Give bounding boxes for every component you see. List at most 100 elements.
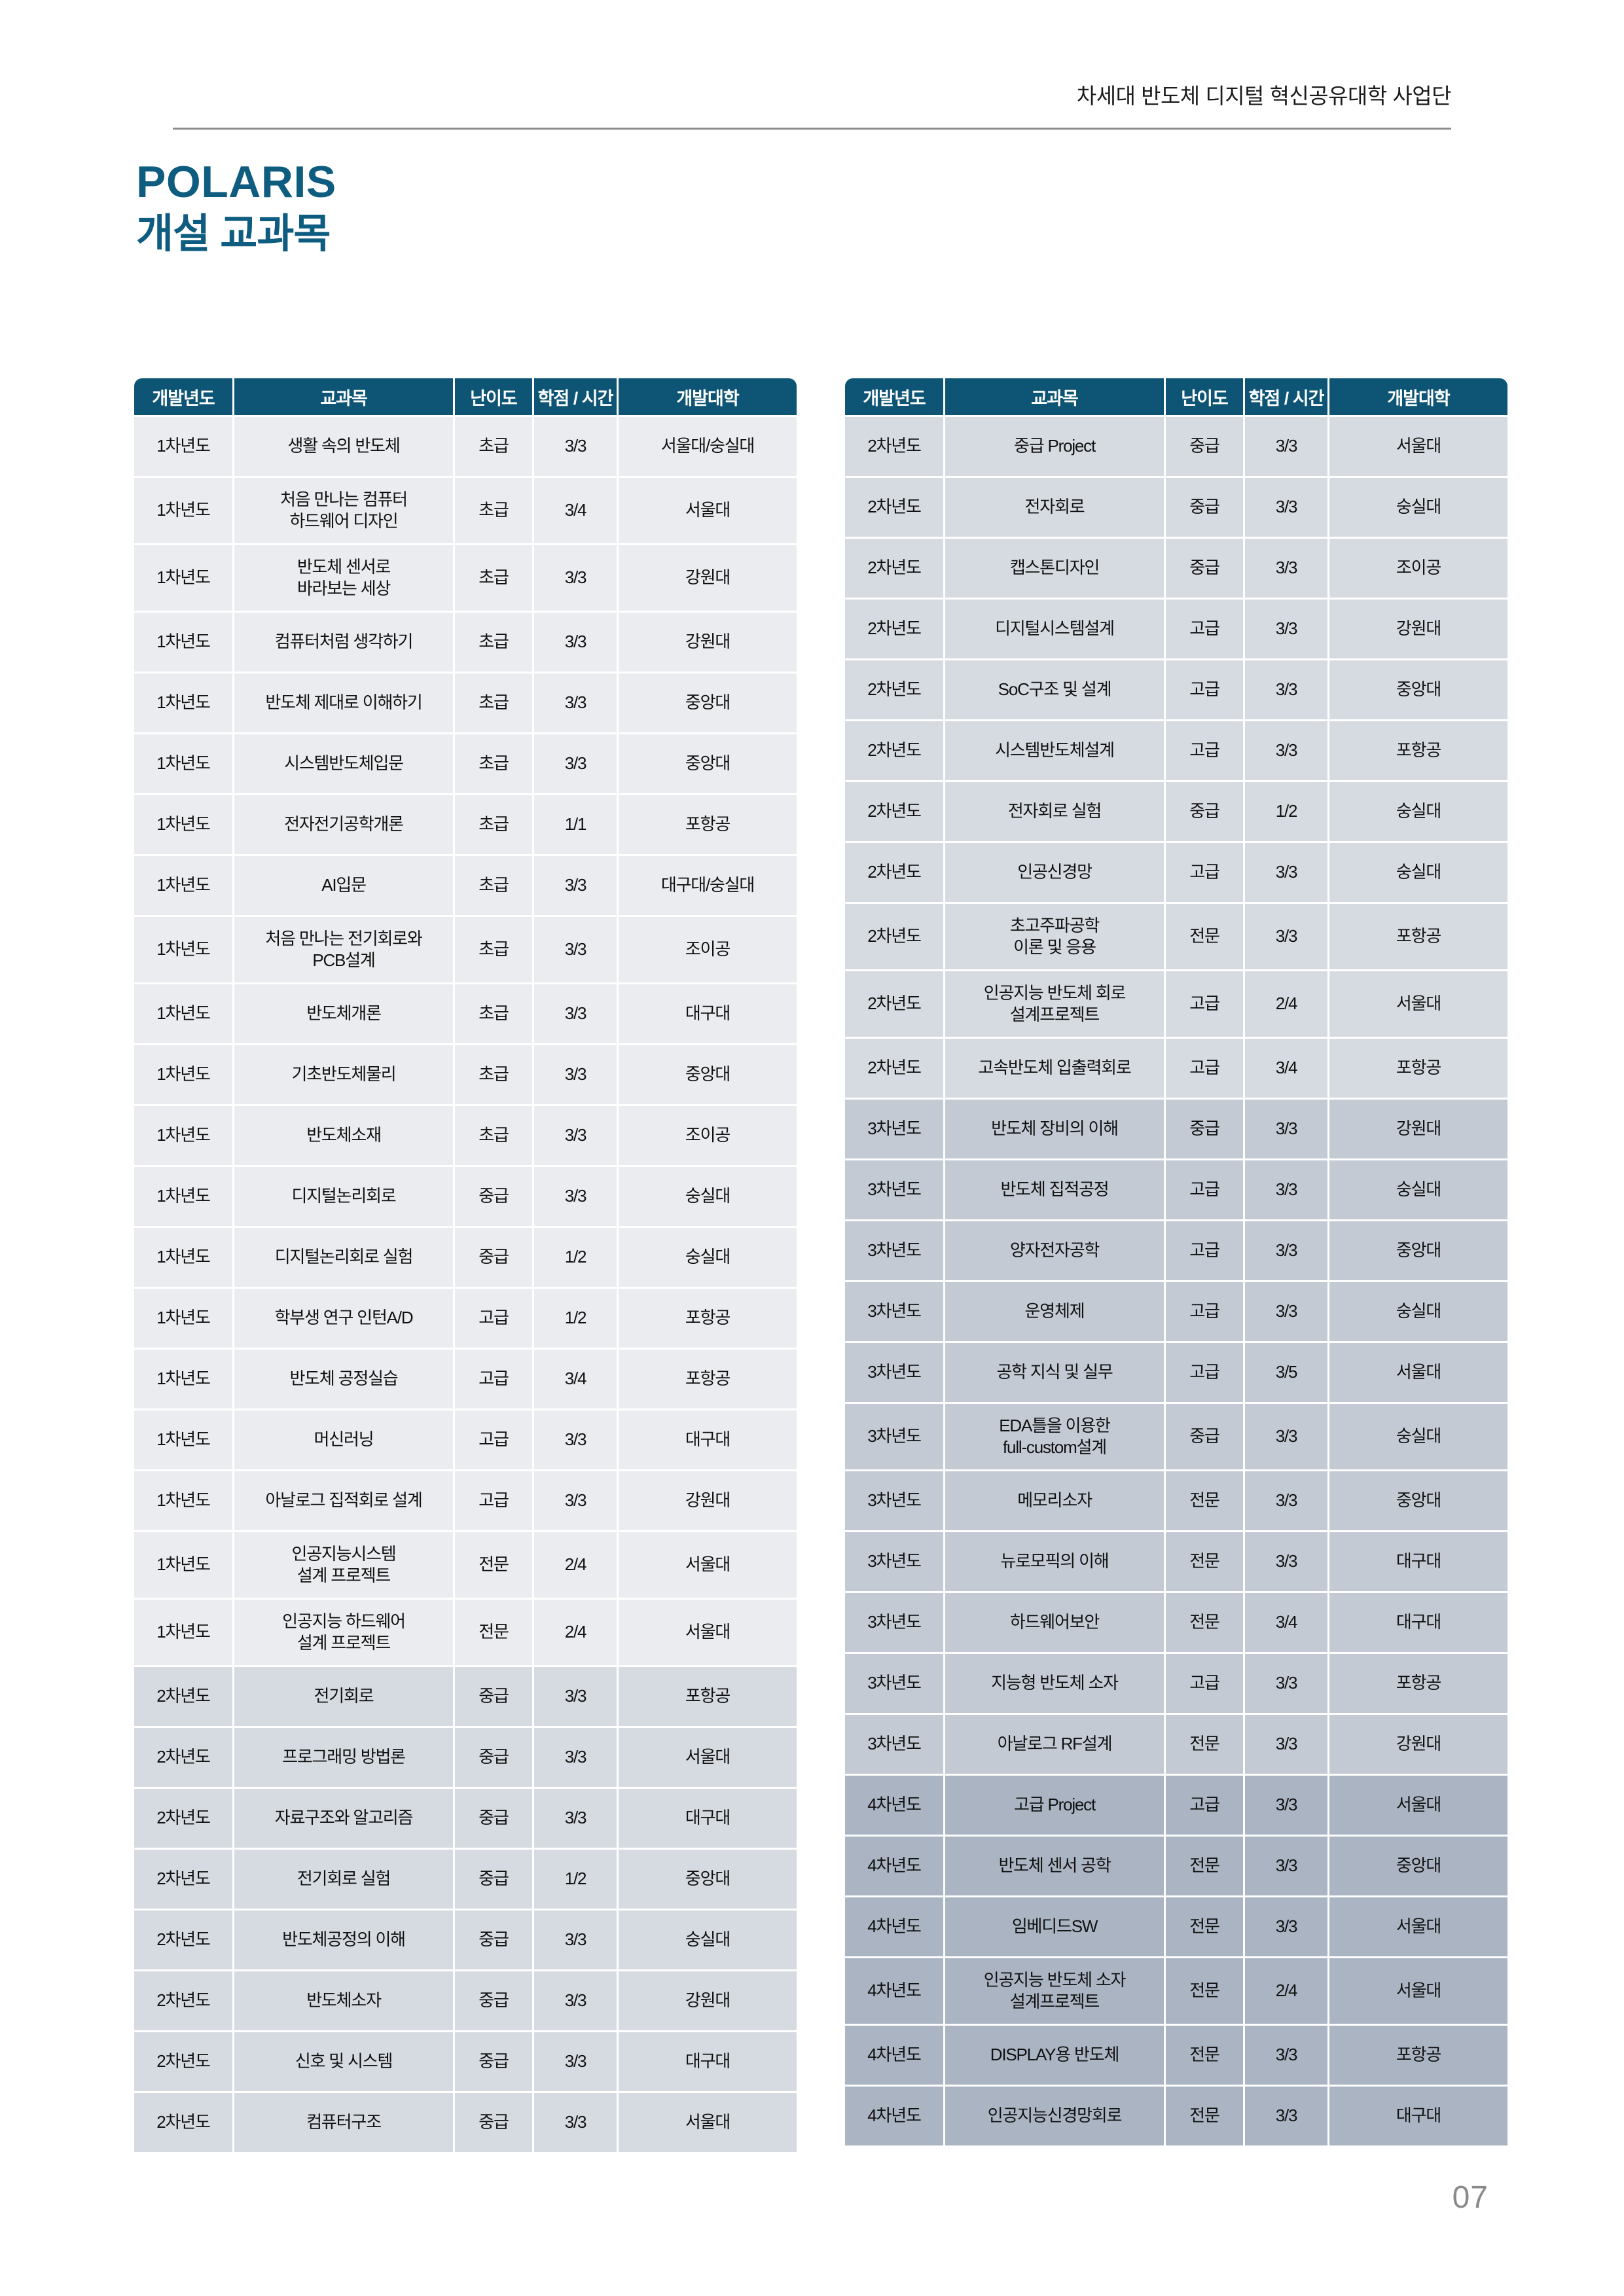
cell-subject: 뉴로모픽의 이해 <box>945 1532 1164 1591</box>
table-row: 2차년도 시스템반도체설계 고급 3/3 포항공 <box>845 721 1507 780</box>
column-header-univ: 개발대학 <box>619 378 797 415</box>
cell-credit: 3/3 <box>1245 1654 1327 1713</box>
cell-credit: 3/4 <box>534 1350 617 1408</box>
cell-year: 1차년도 <box>134 795 232 854</box>
cell-level: 초급 <box>455 984 532 1043</box>
cell-university: 조이공 <box>619 1106 797 1165</box>
cell-university: 포항공 <box>619 795 797 854</box>
cell-year: 1차년도 <box>134 1289 232 1348</box>
cell-level: 전문 <box>1166 1837 1243 1895</box>
cell-university: 숭실대 <box>1329 478 1507 537</box>
cell-subject: 시스템반도체설계 <box>945 721 1164 780</box>
cell-subject: 반도체소재 <box>234 1106 453 1165</box>
cell-level: 전문 <box>455 1600 532 1665</box>
cell-subject: 인공지능 반도체 회로 설계프로젝트 <box>945 971 1164 1037</box>
header-divider <box>173 128 1451 130</box>
cell-year: 1차년도 <box>134 1350 232 1408</box>
cell-year: 1차년도 <box>134 1167 232 1226</box>
table-row: 3차년도 양자전자공학 고급 3/3 중앙대 <box>845 1221 1507 1280</box>
column-header-subject: 교과목 <box>945 378 1164 415</box>
cell-level: 고급 <box>455 1289 532 1348</box>
cell-university: 숭실대 <box>1329 843 1507 902</box>
cell-year: 1차년도 <box>134 856 232 915</box>
cell-credit: 3/3 <box>534 613 617 672</box>
cell-year: 3차년도 <box>845 1715 943 1774</box>
cell-subject: 운영체제 <box>945 1282 1164 1341</box>
table-header-left: 개발년도 교과목 난이도 학점 / 시간 개발대학 <box>134 378 797 415</box>
cell-university: 포항공 <box>619 1667 797 1726</box>
cell-level: 초급 <box>455 417 532 476</box>
table-body-right: 2차년도 중급 Project 중급 3/3 서울대 2차년도 전자회로 중급 3/3 숭실대 2차… <box>845 417 1507 2145</box>
cell-level: 초급 <box>455 795 532 854</box>
cell-credit: 3/3 <box>534 1910 617 1969</box>
cell-level: 중급 <box>1166 478 1243 537</box>
cell-subject: 반도체 장비의 이해 <box>945 1100 1164 1158</box>
cell-subject: 반도체공정의 이해 <box>234 1910 453 1969</box>
table-row: 2차년도 중급 Project 중급 3/3 서울대 <box>845 417 1507 476</box>
cell-subject: 처음 만나는 컴퓨터 하드웨어 디자인 <box>234 478 453 543</box>
column-header-subject: 교과목 <box>234 378 453 415</box>
cell-university: 포항공 <box>1329 1039 1507 1098</box>
cell-subject: 아날로그 집적회로 설계 <box>234 1471 453 1530</box>
cell-subject: 임베디드SW <box>945 1897 1164 1956</box>
cell-subject: 인공지능 반도체 소자 설계프로젝트 <box>945 1958 1164 2024</box>
cell-credit: 3/3 <box>1245 600 1327 658</box>
cell-year: 3차년도 <box>845 1593 943 1652</box>
cell-level: 전문 <box>1166 1715 1243 1774</box>
cell-year: 3차년도 <box>845 1282 943 1341</box>
cell-university: 포항공 <box>1329 721 1507 780</box>
cell-subject: EDA틀을 이용한 full-custom설계 <box>945 1404 1164 1469</box>
table-row: 4차년도 DISPLAY용 반도체 전문 3/3 포항공 <box>845 2026 1507 2085</box>
cell-level: 중급 <box>455 1167 532 1226</box>
cell-level: 전문 <box>1166 2026 1243 2085</box>
cell-subject: 학부생 연구 인턴A/D <box>234 1289 453 1348</box>
column-header-year: 개발년도 <box>845 378 943 415</box>
cell-university: 서울대 <box>1329 1897 1507 1956</box>
table-row: 2차년도 전자회로 중급 3/3 숭실대 <box>845 478 1507 537</box>
cell-credit: 3/3 <box>1245 539 1327 598</box>
cell-subject: 인공지능시스템 설계 프로젝트 <box>234 1532 453 1598</box>
cell-level: 고급 <box>1166 1776 1243 1835</box>
cell-level: 전문 <box>1166 1471 1243 1530</box>
column-header-year: 개발년도 <box>134 378 232 415</box>
cell-credit: 3/4 <box>1245 1593 1327 1652</box>
cell-level: 중급 <box>455 1971 532 2030</box>
cell-subject: 인공신경망 <box>945 843 1164 902</box>
cell-credit: 3/3 <box>1245 417 1327 476</box>
cell-subject: 하드웨어보안 <box>945 1593 1164 1652</box>
header-row: 개발년도 교과목 난이도 학점 / 시간 개발대학 <box>134 378 797 415</box>
cell-subject: 아날로그 RF설계 <box>945 1715 1164 1774</box>
cell-credit: 3/3 <box>1245 1221 1327 1280</box>
cell-subject: 지능형 반도체 소자 <box>945 1654 1164 1713</box>
cell-year: 2차년도 <box>134 1971 232 2030</box>
cell-level: 중급 <box>1166 1404 1243 1469</box>
column-header-level: 난이도 <box>455 378 532 415</box>
cell-credit: 3/4 <box>534 478 617 543</box>
table-row: 4차년도 반도체 센서 공학 전문 3/3 중앙대 <box>845 1837 1507 1895</box>
cell-level: 초급 <box>455 1106 532 1165</box>
cell-university: 포항공 <box>619 1350 797 1408</box>
cell-university: 강원대 <box>1329 1100 1507 1158</box>
cell-university: 서울대 <box>1329 417 1507 476</box>
cell-level: 고급 <box>1166 660 1243 719</box>
column-header-credit: 학점 / 시간 <box>1245 378 1327 415</box>
cell-level: 중급 <box>1166 539 1243 598</box>
cell-year: 4차년도 <box>845 1958 943 2024</box>
cell-subject: SoC구조 및 설계 <box>945 660 1164 719</box>
cell-level: 전문 <box>1166 1897 1243 1956</box>
cell-level: 초급 <box>455 478 532 543</box>
cell-university: 숭실대 <box>619 1167 797 1226</box>
cell-level: 중급 <box>1166 417 1243 476</box>
cell-credit: 3/3 <box>1245 904 1327 969</box>
cell-year: 2차년도 <box>845 660 943 719</box>
cell-credit: 3/3 <box>534 2093 617 2152</box>
cell-year: 1차년도 <box>134 478 232 543</box>
cell-credit: 1/2 <box>534 1850 617 1909</box>
cell-subject: 머신러닝 <box>234 1410 453 1469</box>
cell-university: 중앙대 <box>1329 1471 1507 1530</box>
cell-subject: 메모리소자 <box>945 1471 1164 1530</box>
table-row: 2차년도 고속반도체 입출력회로 고급 3/4 포항공 <box>845 1039 1507 1098</box>
cell-university: 서울대 <box>1329 1343 1507 1402</box>
cell-subject: 중급 Project <box>945 417 1164 476</box>
cell-subject: DISPLAY용 반도체 <box>945 2026 1164 2085</box>
